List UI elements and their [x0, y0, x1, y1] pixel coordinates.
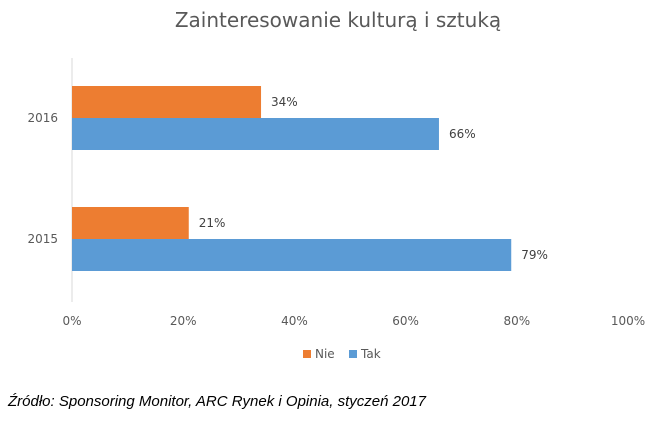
- data-label-nie-2016: 34%: [271, 95, 298, 109]
- data-label-tak-2015: 79%: [521, 248, 548, 262]
- category-label-2016: 2016: [27, 111, 58, 125]
- value-tick-label: 40%: [281, 314, 308, 328]
- category-label-2015: 2015: [27, 232, 58, 246]
- legend-swatch-nie: [303, 350, 311, 358]
- legend-swatch-tak: [349, 350, 357, 358]
- value-tick-label: 0%: [62, 314, 81, 328]
- source-note: Źródło: Sponsoring Monitor, ARC Rynek i …: [8, 393, 426, 410]
- chart: Zainteresowanie kulturą i sztuką 34% 66% 2…: [27, 8, 645, 361]
- bar-nie-2016: [72, 86, 262, 118]
- chart-title: Zainteresowanie kulturą i sztuką: [175, 8, 501, 32]
- legend-label-tak: Tak: [360, 347, 381, 361]
- value-tick-label: 20%: [170, 314, 197, 328]
- bar-tak-2016: [72, 118, 439, 150]
- legend-label-nie: Nie: [315, 347, 335, 361]
- data-label-tak-2016: 66%: [449, 127, 476, 141]
- bar-tak-2015: [72, 239, 512, 271]
- legend: Nie Tak: [303, 347, 381, 361]
- bar-nie-2015: [72, 207, 189, 239]
- value-tick-label: 100%: [611, 314, 645, 328]
- value-tick-label: 60%: [392, 314, 419, 328]
- value-tick-label: 80%: [503, 314, 530, 328]
- data-label-nie-2015: 21%: [199, 216, 226, 230]
